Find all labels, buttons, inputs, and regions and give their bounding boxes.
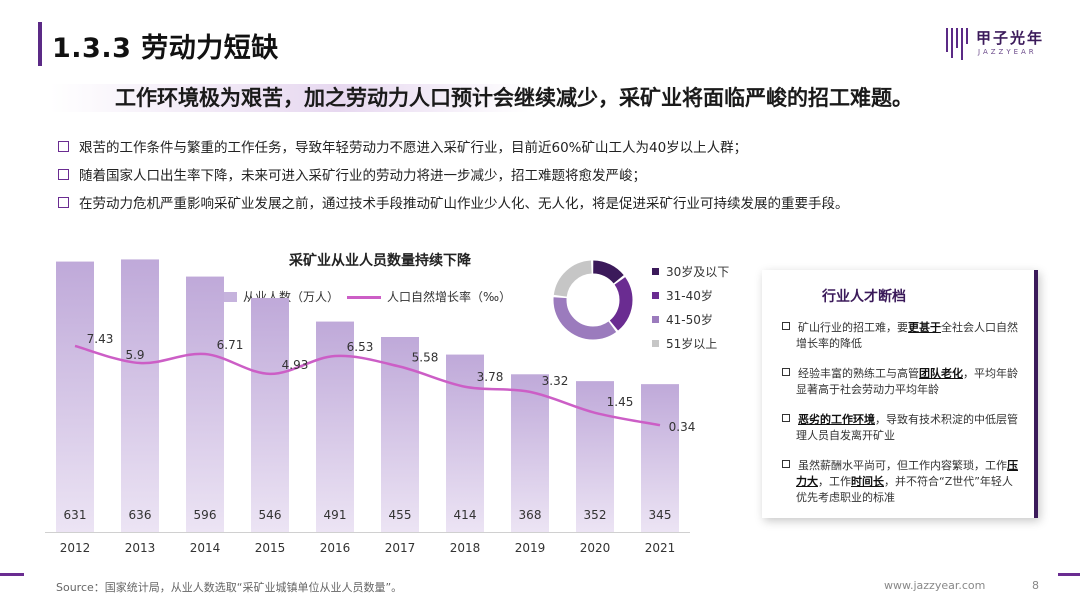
bar-value-label: 636 (129, 508, 152, 522)
donut-legend-item: 30岁及以下 (652, 259, 729, 283)
talent-gap-panel (762, 270, 1038, 518)
bar-2019 (511, 374, 549, 532)
legend-swatch-line (347, 296, 381, 299)
title-accent-bar (38, 22, 42, 66)
legend-dot-icon (652, 291, 659, 299)
headline: 工作环境极为艰苦，加之劳动力人口预计会继续减少，采矿业将面临严峻的招工难题。 (115, 86, 913, 110)
square-bullet-icon (782, 460, 790, 468)
x-tick-label: 2021 (645, 541, 676, 555)
source-note: Source：国家统计局，从业人数选取“采矿业城镇单位从业人员数量”。 (56, 581, 403, 594)
bar-2014 (186, 276, 224, 532)
x-tick-label: 2012 (60, 541, 91, 555)
donut-legend-item: 51岁以上 (652, 331, 729, 355)
page-title: 1.3.3 劳动力短缺 (52, 33, 279, 64)
square-bullet-icon (58, 196, 69, 208)
bar-value-label: 345 (649, 508, 672, 522)
x-tick-label: 2016 (320, 541, 351, 555)
bar-2021 (641, 384, 679, 532)
panel-item: 恶劣的工作环境，导致有技术积淀的中低层管理人员自发离开矿业 (782, 412, 1021, 444)
logo-subtitle: JAZZYEAR (978, 48, 1037, 56)
panel-item: 经验丰富的熟练工与高管团队老化，平均年龄显著高于社会劳动力平均年龄 (782, 366, 1021, 398)
donut-slice-31-40岁 (553, 260, 633, 340)
bar-value-label: 631 (64, 508, 87, 522)
line-value-label: 5.9 (125, 348, 144, 362)
headline-highlight (50, 84, 530, 112)
line-value-label: 7.43 (87, 332, 114, 346)
line-value-label: 6.53 (347, 340, 374, 354)
square-bullet-icon (782, 368, 790, 376)
jazzyear-logo-icon (946, 28, 968, 60)
legend-dot-icon (652, 267, 659, 275)
bar-value-label: 368 (519, 508, 542, 522)
x-tick-label: 2018 (450, 541, 481, 555)
bullet-list: 艰苦的工作条件与繁重的工作任务，导致年轻劳动力不愿进入采矿行业，目前近60%矿山… (58, 132, 1038, 216)
list-item: 在劳动力危机严重影响采矿业发展之前，通过技术手段推动矿山作业少人化、无人化，将是… (58, 188, 1038, 216)
donut-legend: 30岁及以下 31-40岁 41-50岁 51岁以上 (652, 259, 729, 355)
bar-value-label: 352 (584, 508, 607, 522)
donut-legend-item: 41-50岁 (652, 307, 729, 331)
bar-2013 (121, 259, 159, 532)
page-number: 8 (1032, 579, 1039, 592)
legend-dot-icon (652, 315, 659, 323)
footer-accent-left (0, 573, 24, 576)
line-value-label: 5.58 (412, 351, 439, 365)
x-tick-label: 2014 (190, 541, 221, 555)
donut-legend-item: 31-40岁 (652, 283, 729, 307)
panel-title: 行业人才断档 (822, 289, 906, 305)
growth-rate-line (74, 344, 661, 427)
footer-url[interactable]: www.jazzyear.com (884, 579, 986, 592)
list-item: 艰苦的工作条件与繁重的工作任务，导致年轻劳动力不愿进入采矿行业，目前近60%矿山… (58, 132, 1038, 160)
square-bullet-icon (58, 140, 69, 152)
bar-2020 (576, 381, 614, 532)
panel-item: 虽然薪酬水平尚可，但工作内容繁琐，工作压力大，工作时间长，并不符合“Z世代”年轻… (782, 458, 1021, 506)
line-value-label: 1.45 (607, 395, 634, 409)
legend-swatch-bar (213, 292, 237, 302)
list-item: 随着国家人口出生率下降，未来可进入采矿行业的劳动力将进一步减少，招工难题将愈发严… (58, 160, 1038, 188)
line-value-label: 3.78 (477, 370, 504, 384)
square-bullet-icon (58, 168, 69, 180)
donut-chart (553, 260, 633, 340)
panel-item: 矿山行业的招工难，要更甚于全社会人口自然增长率的降低 (782, 320, 1021, 352)
legend-dot-icon (652, 339, 659, 347)
bar-value-label: 455 (389, 508, 412, 522)
bar-2015 (251, 298, 289, 532)
bar-value-label: 596 (194, 508, 217, 522)
footer-accent-right (1058, 573, 1080, 576)
chart-title: 采矿业从业人员数量持续下降 (289, 253, 471, 269)
x-tick-label: 2013 (125, 541, 156, 555)
x-tick-label: 2015 (255, 541, 286, 555)
legend-label-growth-rate: 人口自然增长率（‰） (387, 290, 512, 304)
x-tick-label: 2020 (580, 541, 611, 555)
line-value-label: 4.93 (282, 358, 309, 372)
bar-value-label: 491 (324, 508, 347, 522)
square-bullet-icon (782, 414, 790, 422)
bar-value-label: 414 (454, 508, 477, 522)
donut-slice-41-50岁 (553, 260, 633, 340)
logo-name: 甲子光年 (976, 29, 1045, 47)
x-tick-label: 2019 (515, 541, 546, 555)
x-tick-label: 2017 (385, 541, 416, 555)
square-bullet-icon (782, 322, 790, 330)
line-value-label: 6.71 (217, 338, 244, 352)
line-value-label: 0.34 (669, 420, 696, 434)
line-value-label: 3.32 (542, 374, 569, 388)
bar-2012 (56, 261, 94, 532)
bar-value-label: 546 (259, 508, 282, 522)
